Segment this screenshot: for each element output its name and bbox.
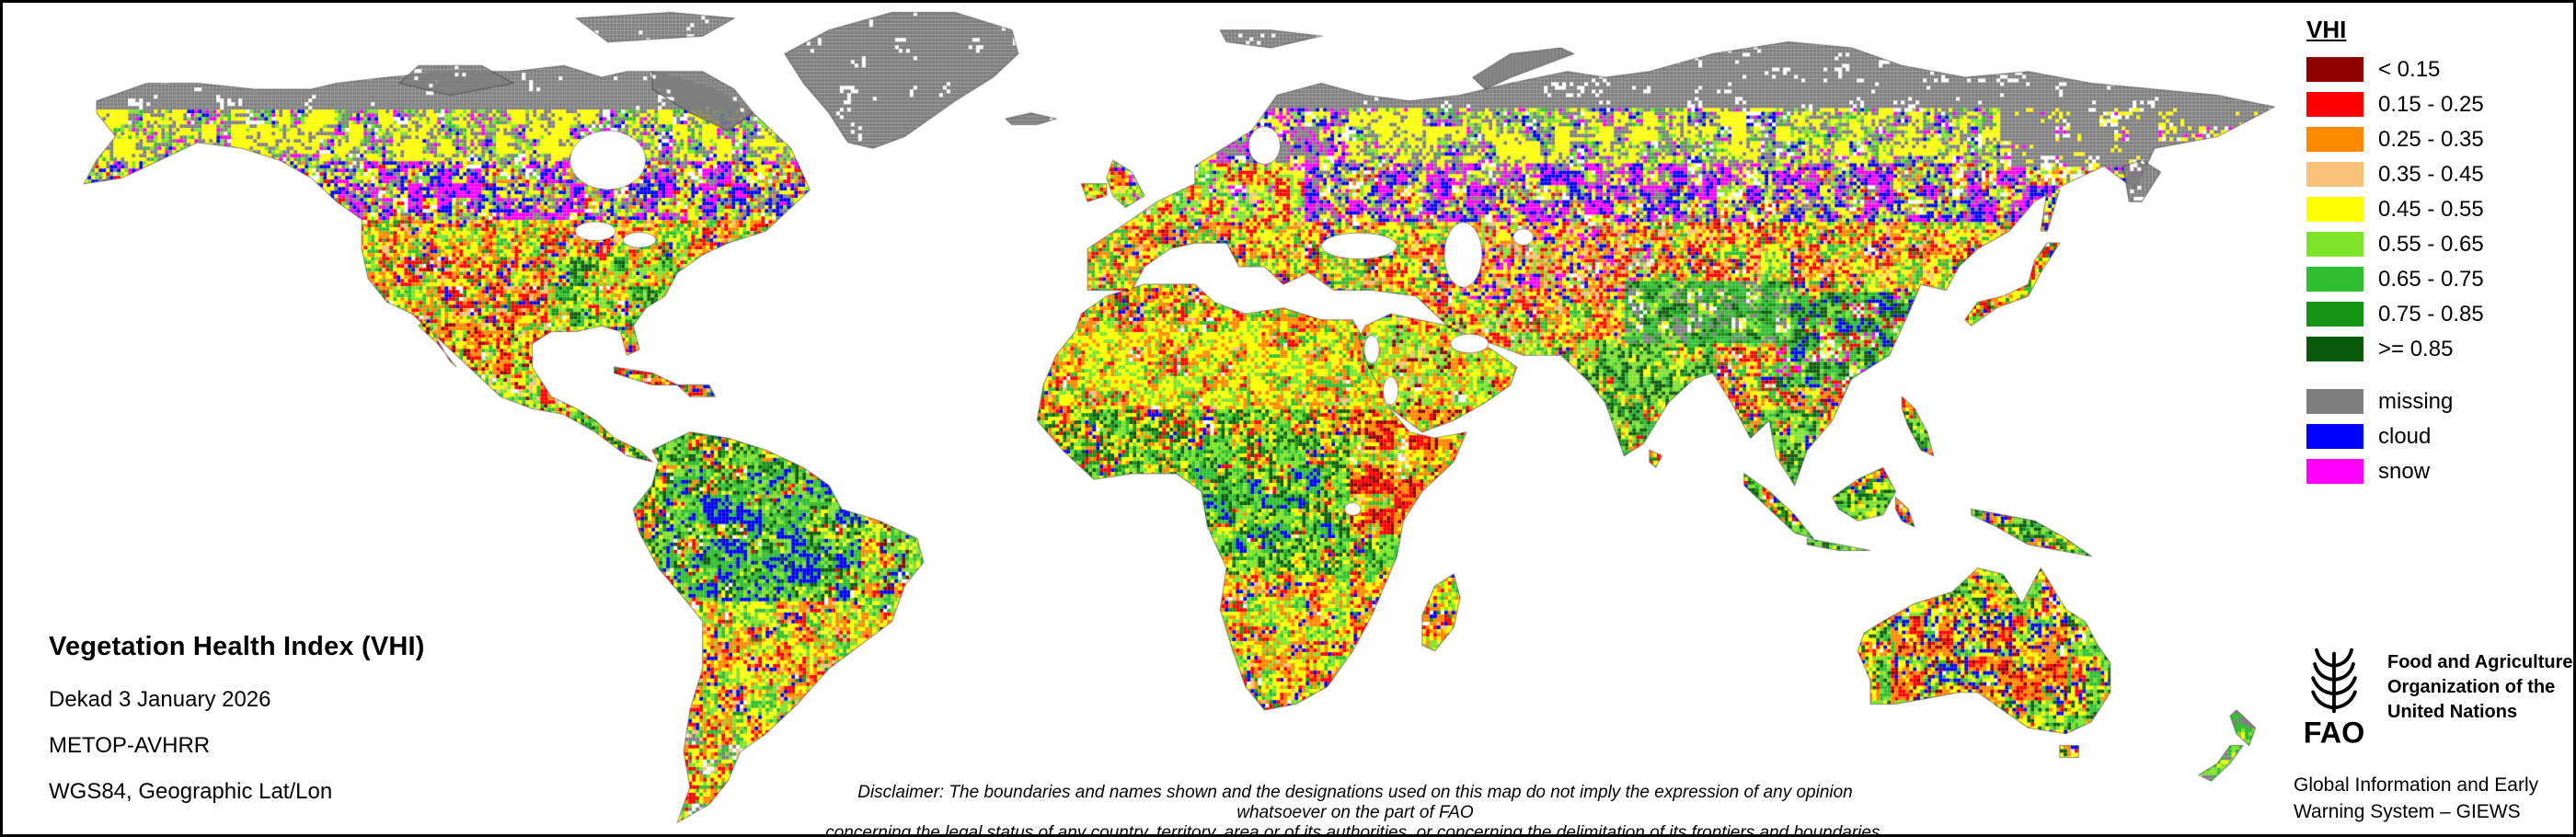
legend-label: cloud	[2378, 423, 2432, 449]
legend-label: >= 0.85	[2378, 336, 2454, 361]
legend-row: 0.45 - 0.55	[2306, 197, 2484, 222]
fao-logo-text: FAO	[2304, 717, 2365, 750]
legend-swatch	[2306, 92, 2363, 117]
legend-label: 0.15 - 0.25	[2378, 91, 2484, 117]
legend-label: snow	[2378, 458, 2431, 484]
fao-name-line-1: Food and Agriculture	[2387, 652, 2573, 672]
title-block: Vegetation Health Index (VHI) Dekad 3 Ja…	[49, 632, 425, 804]
legend: VHI < 0.15 0.15 - 0.25 0.25 - 0.35 0.35 - 0…	[2306, 16, 2484, 494]
legend-label: 0.65 - 0.75	[2378, 266, 2484, 292]
legend-swatch	[2306, 459, 2363, 484]
legend-label: 0.45 - 0.55	[2378, 196, 2484, 222]
giews-line-2: Warning System – GIEWS	[2294, 801, 2521, 822]
legend-label: 0.55 - 0.65	[2378, 231, 2484, 257]
legend-row: 0.25 - 0.35	[2306, 127, 2484, 152]
fao-name-line-2: Organization of the	[2387, 677, 2556, 697]
map-title: Vegetation Health Index (VHI)	[49, 632, 425, 661]
legend-swatch	[2306, 162, 2363, 187]
legend-swatch	[2306, 197, 2363, 222]
map-projection: WGS84, Geographic Lat/Lon	[49, 779, 333, 804]
fao-name: Food and Agriculture Organization of the…	[2387, 650, 2572, 725]
legend-label: < 0.15	[2378, 56, 2441, 82]
legend-swatch	[2306, 337, 2363, 361]
legend-row: >= 0.85	[2306, 337, 2484, 361]
disclaimer-line-2: concerning the legal status of any count…	[825, 823, 1885, 837]
legend-flags: missing cloud snow	[2306, 389, 2484, 484]
legend-row: 0.55 - 0.65	[2306, 232, 2484, 257]
disclaimer-line-1: Disclaimer: The boundaries and names sho…	[857, 783, 1853, 822]
legend-label: 0.75 - 0.85	[2378, 301, 2484, 327]
map-dekad: Dekad 3 January 2026	[49, 687, 271, 712]
fao-logo-icon: FAO	[2304, 648, 2365, 750]
legend-swatch	[2306, 57, 2363, 82]
legend-row: snow	[2306, 459, 2484, 484]
vhi-world-map	[8, 6, 2281, 834]
legend-label: missing	[2378, 388, 2454, 414]
legend-label: 0.25 - 0.35	[2378, 126, 2484, 152]
legend-row: missing	[2306, 389, 2484, 414]
giews-label: Global Information and Early Warning Sys…	[2294, 772, 2538, 825]
legend-row: cloud	[2306, 424, 2484, 449]
legend-row: 0.35 - 0.45	[2306, 162, 2484, 187]
legend-swatch	[2306, 127, 2363, 152]
legend-swatch	[2306, 424, 2363, 449]
legend-row: 0.15 - 0.25	[2306, 92, 2484, 117]
legend-swatch	[2306, 267, 2363, 292]
legend-label: 0.35 - 0.45	[2378, 161, 2484, 187]
map-sensor: METOP-AVHRR	[49, 733, 211, 758]
legend-swatch	[2306, 232, 2363, 257]
legend-row: 0.65 - 0.75	[2306, 267, 2484, 292]
legend-row: < 0.15	[2306, 57, 2484, 82]
legend-title: VHI	[2306, 16, 2347, 43]
giews-line-1: Global Information and Early	[2294, 774, 2539, 796]
legend-swatch	[2306, 302, 2363, 327]
fao-name-line-3: United Nations	[2387, 702, 2518, 722]
legend-classes: < 0.15 0.15 - 0.25 0.25 - 0.35 0.35 - 0.45 0…	[2306, 57, 2484, 361]
legend-row: 0.75 - 0.85	[2306, 302, 2484, 327]
legend-swatch	[2306, 389, 2363, 414]
disclaimer: Disclaimer: The boundaries and names sho…	[822, 783, 1889, 837]
